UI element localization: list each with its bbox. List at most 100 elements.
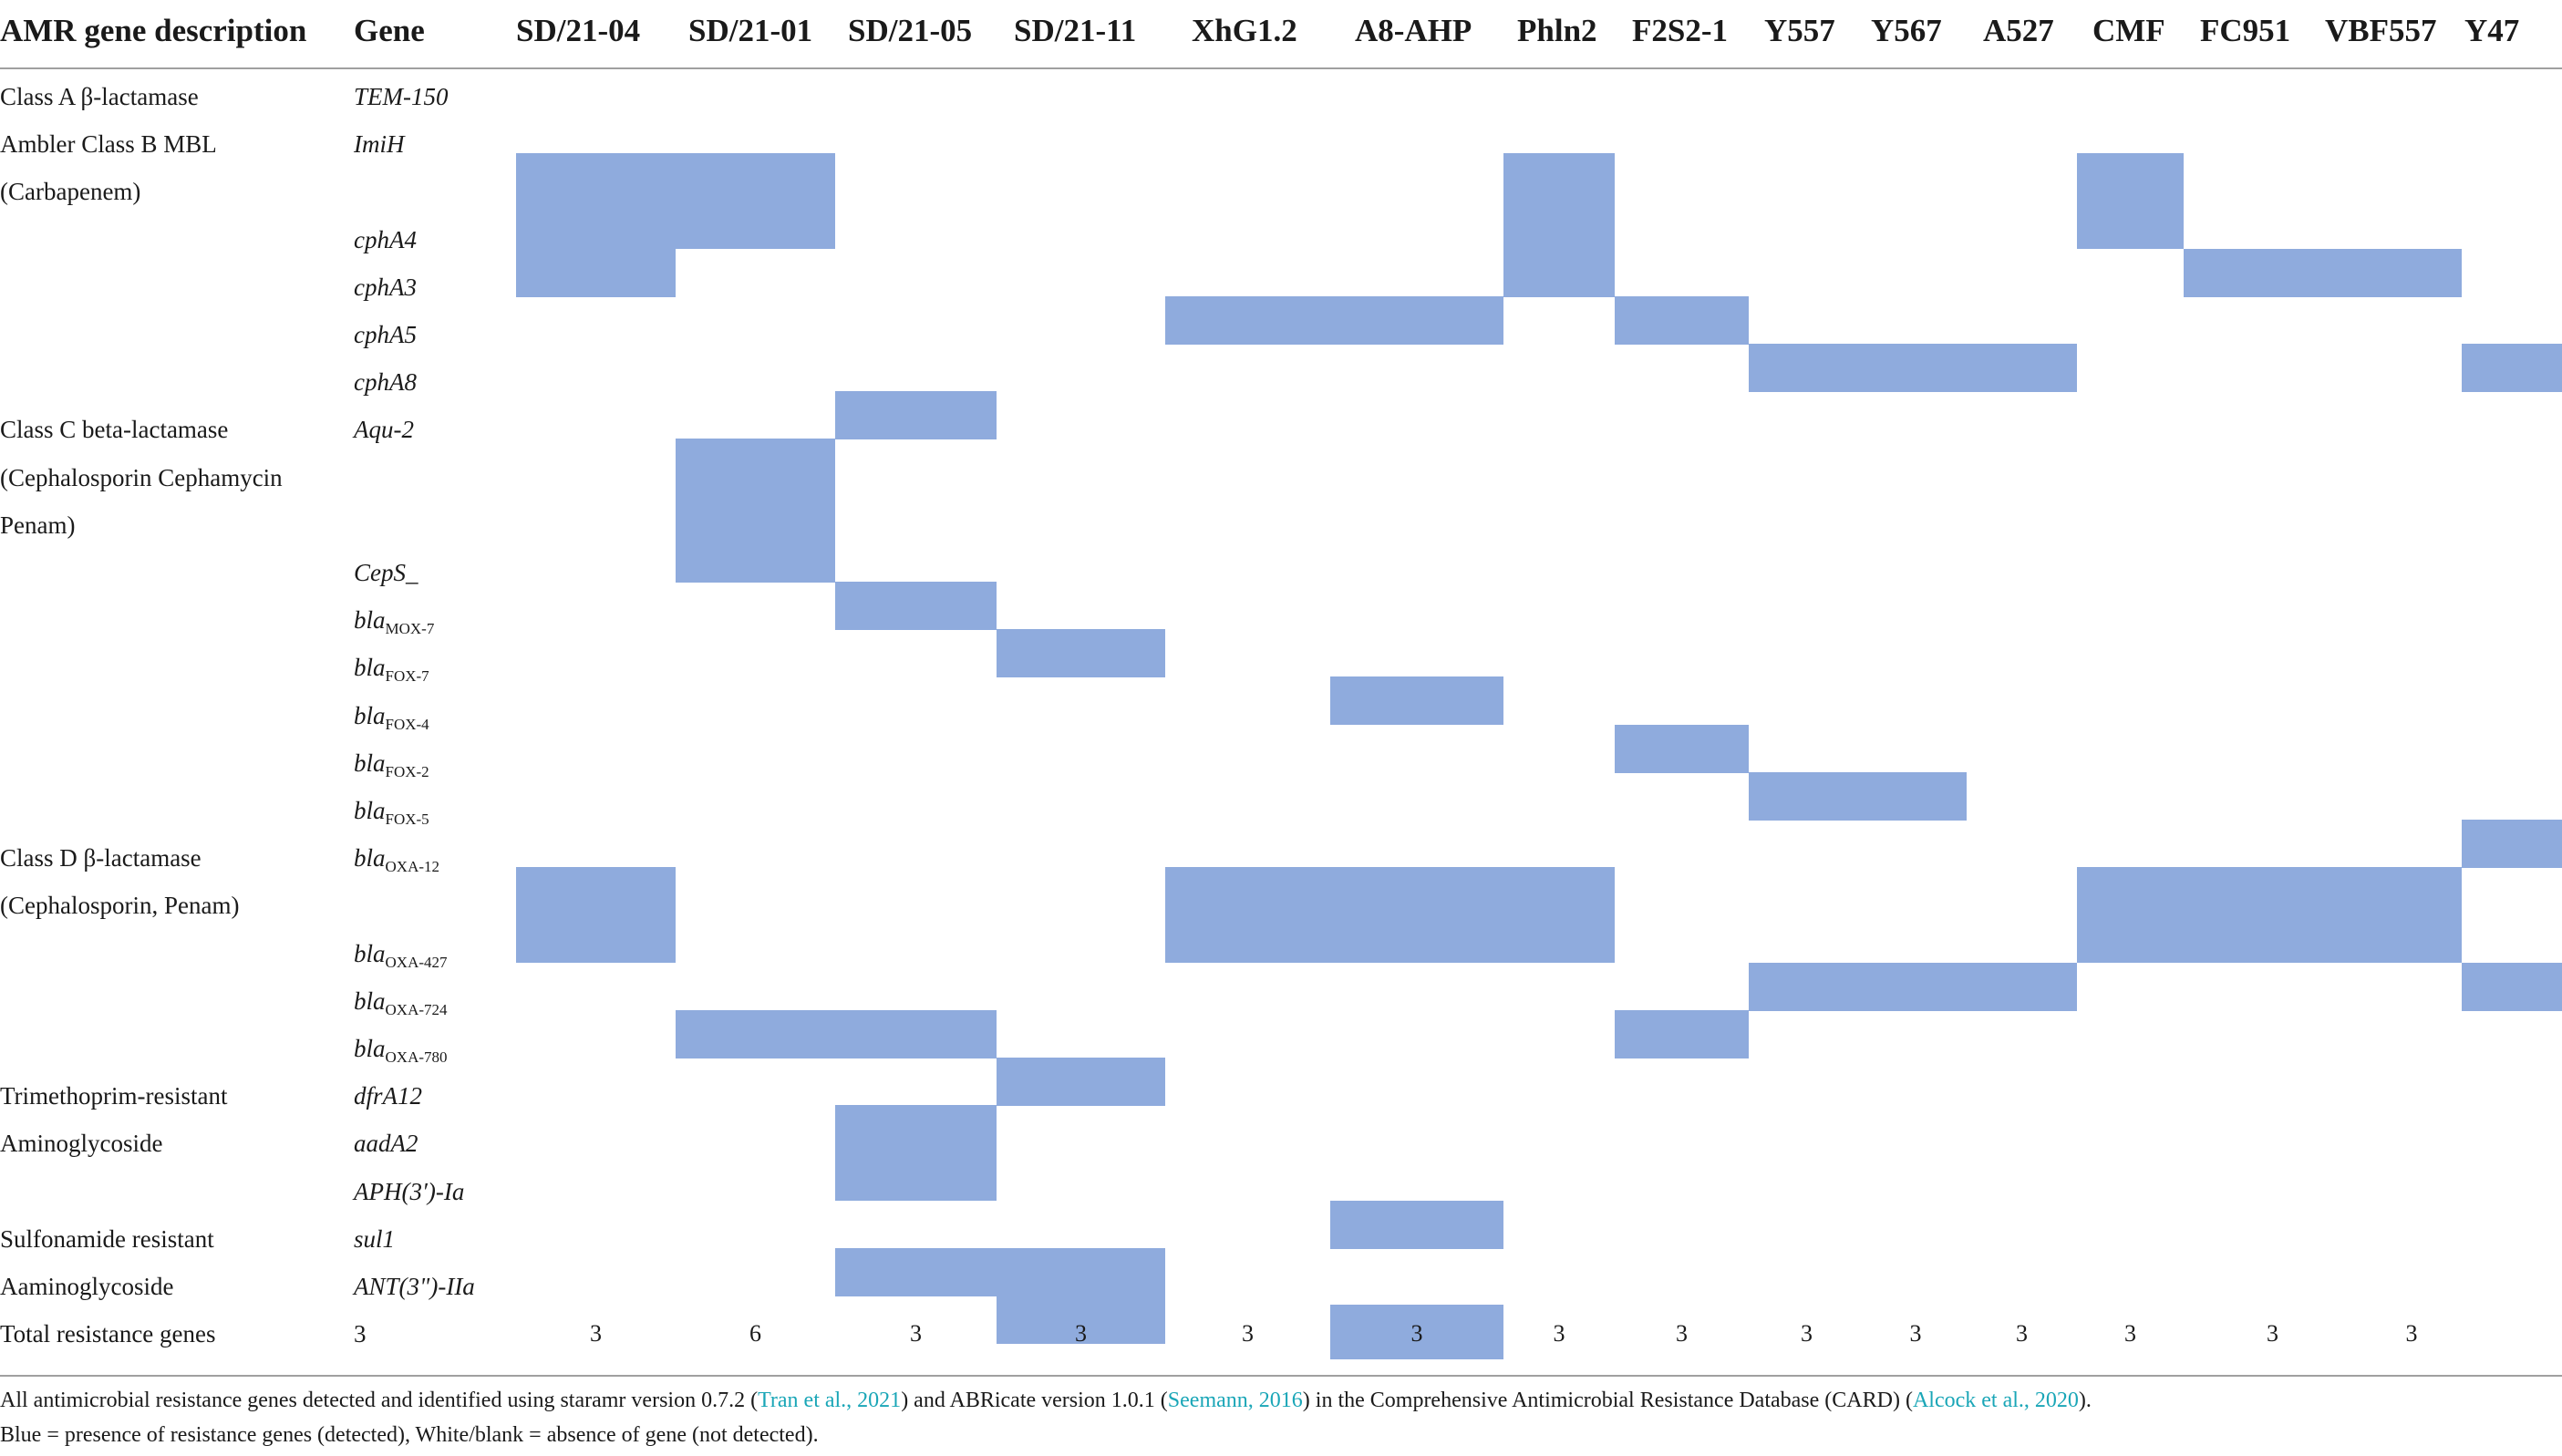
presence-cell-r5-c10 xyxy=(1967,344,2077,392)
header-description-label: AMR gene description xyxy=(0,13,307,48)
row-description-21: Trimethoprim-resistant xyxy=(0,1082,228,1110)
presence-cell-r22-c2 xyxy=(835,1152,997,1201)
presence-cell-r18-c10 xyxy=(1967,963,2077,1011)
presence-cell-r4-c7 xyxy=(1615,296,1749,345)
gene-name: bla xyxy=(354,654,386,681)
presence-cell-r8-c1 xyxy=(676,487,835,535)
footnote-line-2: Blue = presence of resistance genes (det… xyxy=(0,1423,819,1447)
footnote-text: ) and ABRicate version 1.0.1 ( xyxy=(901,1389,1168,1412)
header-isolate-3: SD/21-11 xyxy=(1014,13,1137,48)
gene-name: TEM-150 xyxy=(354,83,449,110)
presence-cell-r21-c2 xyxy=(835,1105,997,1153)
presence-cell-r15-c14 xyxy=(2462,820,2562,868)
gene-name: cphA4 xyxy=(354,226,417,253)
presence-cell-r17-c5 xyxy=(1330,914,1503,963)
row-gene-15: blaFOX-5 xyxy=(354,787,429,843)
gene-subscript: OXA-724 xyxy=(385,1001,448,1018)
header-isolate-7: F2S2-1 xyxy=(1632,13,1728,48)
total-value-6: 3 xyxy=(1553,1320,1565,1347)
gene-subscript: FOX-2 xyxy=(385,763,429,780)
total-value-7: 3 xyxy=(1676,1320,1688,1347)
presence-cell-r17-c6 xyxy=(1503,914,1615,963)
gene-name: bla xyxy=(354,987,386,1015)
presence-cell-r5-c14 xyxy=(2462,344,2562,392)
presence-cell-r3-c0 xyxy=(516,249,676,297)
gene-name: ANT(3")-IIa xyxy=(354,1273,475,1300)
row-gene-10: CepS_ xyxy=(354,549,418,596)
row-description-24: Sulfonamide resistant xyxy=(0,1225,214,1253)
presence-cell-r2-c6 xyxy=(1503,201,1615,249)
row-gene-19: blaOXA-724 xyxy=(354,977,448,1034)
row-description-7: Class C beta-lactamase xyxy=(0,416,229,443)
row-gene-12: blaFOX-7 xyxy=(354,644,429,700)
row-description-1: Ambler Class B MBL xyxy=(0,130,217,158)
header-isolate-12: FC951 xyxy=(2200,13,2291,48)
header-isolate-6: Phln2 xyxy=(1517,13,1597,48)
presence-cell-r17-c11 xyxy=(2077,914,2184,963)
citation-link[interactable]: Seemann, 2016 xyxy=(1167,1389,1303,1412)
citation-link[interactable]: Alcock et al., 2020 xyxy=(1912,1389,2079,1412)
presence-cell-r3-c13 xyxy=(2361,249,2462,297)
presence-cell-r16-c11 xyxy=(2077,867,2184,915)
gene-name: dfrA12 xyxy=(354,1082,423,1110)
presence-cell-r19-c7 xyxy=(1615,1010,1749,1058)
presence-cell-r18-c9 xyxy=(1865,963,1967,1011)
presence-cell-r23-c5 xyxy=(1330,1201,1503,1249)
presence-cell-r1-c0 xyxy=(516,153,676,201)
gene-subscript: MOX-7 xyxy=(385,620,435,637)
presence-cell-r3-c6 xyxy=(1503,249,1615,297)
citation-link[interactable]: Tran et al., 2021 xyxy=(758,1389,902,1412)
presence-cell-r17-c0 xyxy=(516,914,676,963)
gene-name: cphA3 xyxy=(354,274,417,301)
presence-cell-r4-c4 xyxy=(1165,296,1330,345)
presence-cell-r16-c6 xyxy=(1503,867,1615,915)
presence-cell-r9-c1 xyxy=(676,534,835,583)
row-description-16: Class D β-lactamase xyxy=(0,844,201,872)
presence-cell-r16-c12 xyxy=(2184,867,2361,915)
presence-cell-r2-c0 xyxy=(516,201,676,249)
presence-cell-r14-c9 xyxy=(1865,772,1967,821)
header-isolate-11: CMF xyxy=(2092,13,2165,48)
presence-cell-r20-c3 xyxy=(997,1058,1165,1106)
gene-name: bla xyxy=(354,940,386,967)
gene-name: bla xyxy=(354,606,386,634)
header-isolate-0: SD/21-04 xyxy=(516,13,641,48)
presence-cell-r10-c2 xyxy=(835,582,997,630)
total-value-2: 3 xyxy=(910,1320,922,1347)
row-gene-22: aadA2 xyxy=(354,1120,418,1167)
footnote-line-1: All antimicrobial resistance genes detec… xyxy=(0,1384,2092,1417)
row-gene-23: APH(3′)-Ia xyxy=(354,1168,464,1215)
row-gene-6: cphA8 xyxy=(354,358,417,406)
presence-cell-r19-c2 xyxy=(835,1010,997,1058)
header-isolate-1: SD/21-01 xyxy=(688,13,813,48)
totals-gene-col: 3 xyxy=(354,1320,367,1348)
row-gene-25: ANT(3")-IIa xyxy=(354,1263,475,1310)
presence-cell-r18-c14 xyxy=(2462,963,2562,1011)
presence-cell-r17-c13 xyxy=(2361,914,2462,963)
presence-cell-r6-c2 xyxy=(835,391,997,439)
row-gene-1: ImiH xyxy=(354,120,405,168)
presence-cell-r19-c1 xyxy=(676,1010,835,1058)
header-isolate-10: A527 xyxy=(1983,13,2054,48)
row-gene-5: cphA5 xyxy=(354,311,417,358)
row-gene-20: blaOXA-780 xyxy=(354,1025,448,1081)
presence-cell-r13-c7 xyxy=(1615,725,1749,773)
gene-subscript: OXA-427 xyxy=(385,954,448,971)
presence-cell-r16-c5 xyxy=(1330,867,1503,915)
row-description-2: (Carbapenem) xyxy=(0,178,141,205)
row-description-9: Penam) xyxy=(0,511,76,539)
gene-name: aadA2 xyxy=(354,1130,418,1157)
gene-name: ImiH xyxy=(354,130,405,158)
presence-cell-r5-c9 xyxy=(1865,344,1967,392)
gene-subscript: FOX-7 xyxy=(385,667,429,685)
row-gene-13: blaFOX-4 xyxy=(354,692,429,749)
header-rule xyxy=(0,67,2562,69)
gene-name: CepS_ xyxy=(354,559,418,586)
presence-cell-r16-c13 xyxy=(2361,867,2462,915)
row-description-0: Class A β-lactamase xyxy=(0,83,199,110)
totals-highlight-c5 xyxy=(1330,1305,1503,1359)
presence-cell-r1-c6 xyxy=(1503,153,1615,201)
row-gene-4: cphA3 xyxy=(354,263,417,311)
presence-cell-r14-c8 xyxy=(1749,772,1865,821)
